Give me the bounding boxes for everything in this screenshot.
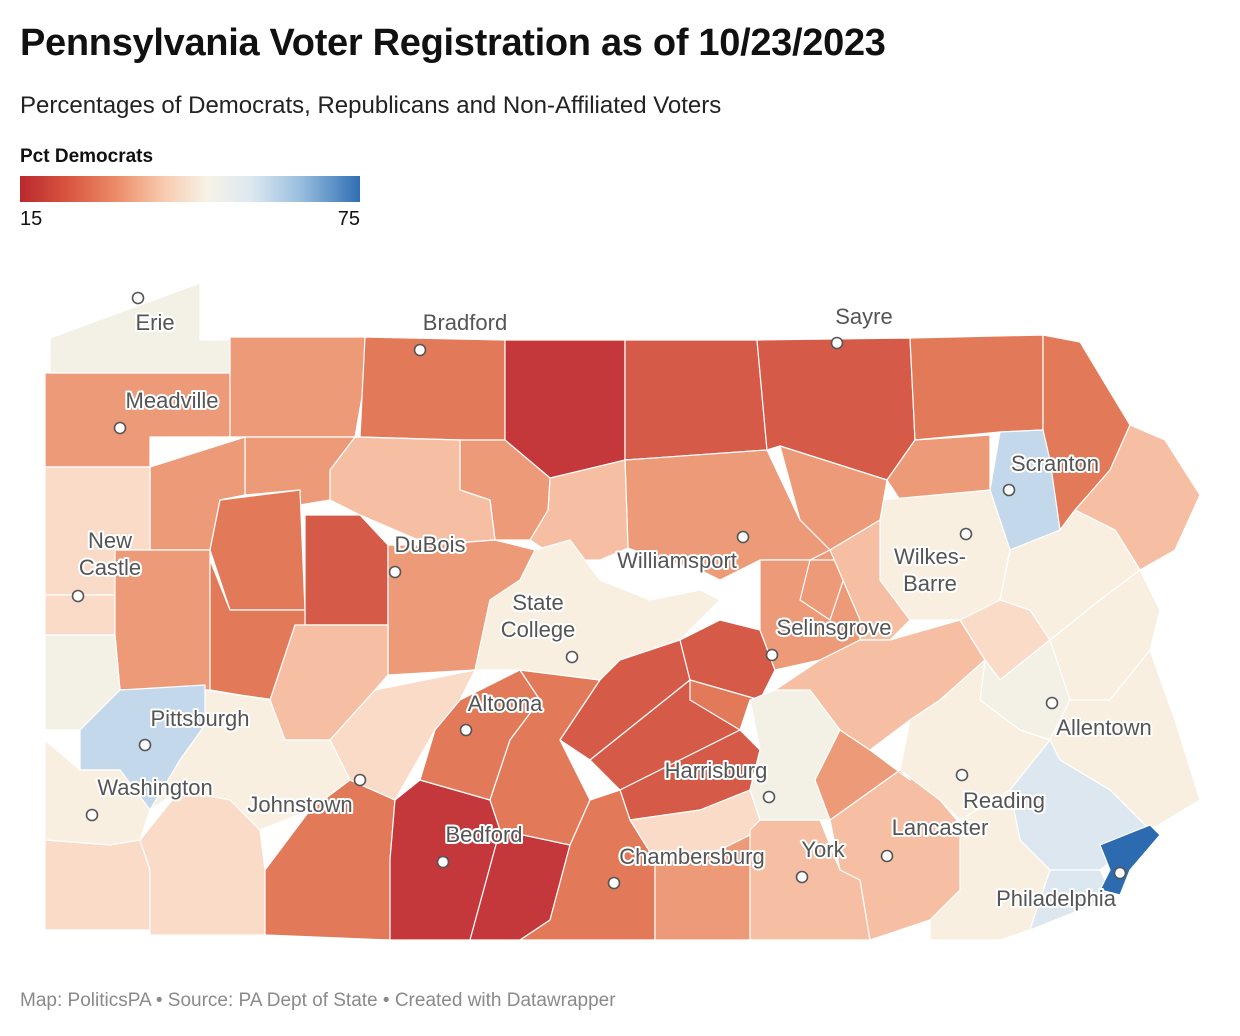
city-label-state-college: State College (501, 590, 576, 642)
columbia-county (829, 519, 911, 641)
county-layer (44, 282, 1201, 941)
legend-title: Pct Democrats (20, 146, 154, 167)
pennsylvania-county-map: Erie Meadville New Castle Pittsburgh Washingt… (44, 282, 1201, 941)
delaware-county (1029, 869, 1116, 931)
city-label-meadville: Meadville (126, 388, 219, 413)
city-marker-dubois (388, 565, 402, 579)
mckean-county (359, 336, 506, 441)
city-label-reading: Reading (963, 788, 1045, 813)
city-label-dubois: DuBois (395, 532, 466, 557)
city-marker-bedford (436, 855, 450, 869)
city-marker-washington (85, 808, 99, 822)
bradford-county (756, 337, 916, 481)
city-marker-new-castle (71, 589, 85, 603)
city-marker-york (795, 870, 809, 884)
map-subtitle: Percentages of Democrats, Republicans an… (20, 92, 722, 119)
tioga-county (624, 339, 768, 461)
susquehanna-county (909, 334, 1044, 441)
city-marker-johnstown (353, 773, 367, 787)
city-layer: Erie Meadville New Castle Pittsburgh Washingt… (71, 291, 1154, 913)
city-label-williamsport: Williamsport (617, 548, 737, 573)
city-label-selinsgrove: Selinsgrove (777, 615, 892, 640)
legend-max-label: 75 (337, 208, 360, 230)
source-footer: Map: PoliticsPA • Source: PA Dept of Sta… (20, 990, 616, 1011)
city-label-sayre: Sayre (835, 304, 892, 329)
city-label-harrisburg: Harrisburg (665, 758, 768, 783)
city-label-pittsburgh: Pittsburgh (150, 706, 249, 731)
cambria-county (329, 669, 476, 801)
city-marker-chambersburg (607, 876, 621, 890)
city-marker-bradford (413, 343, 427, 357)
city-label-washington: Washington (97, 775, 212, 800)
city-marker-erie (131, 291, 145, 305)
philadelphia-county (1099, 824, 1161, 896)
snyder-county (689, 679, 761, 731)
city-marker-selinsgrove (765, 648, 779, 662)
legend-min-label: 15 (20, 208, 43, 230)
city-label-philadelphia: Philadelphia (996, 886, 1117, 911)
city-marker-meadville (113, 421, 127, 435)
forest-county (244, 436, 356, 506)
city-marker-williamsport (736, 530, 750, 544)
city-marker-lancaster (880, 849, 894, 863)
city-label-erie: Erie (135, 310, 174, 335)
city-marker-state-college (565, 650, 579, 664)
city-label-allentown: Allentown (1056, 715, 1151, 740)
city-marker-allentown (1045, 696, 1059, 710)
city-marker-altoona (459, 723, 473, 737)
city-marker-pittsburgh (138, 738, 152, 752)
clarion-county (209, 489, 306, 611)
city-label-new-castle: New Castle (79, 528, 141, 580)
city-label-lancaster: Lancaster (892, 815, 989, 840)
city-label-scranton: Scranton (1011, 451, 1099, 476)
legend-gradient-bar (20, 176, 360, 202)
city-label-altoona: Altoona (468, 691, 543, 716)
city-marker-sayre (830, 336, 844, 350)
city-marker-harrisburg (762, 790, 776, 804)
city-label-chambersburg: Chambersburg (619, 844, 765, 869)
greene-county (44, 839, 151, 931)
warren-county (229, 336, 366, 438)
city-label-bradford: Bradford (423, 310, 507, 335)
color-legend: Pct Democrats 15 75 (20, 146, 360, 231)
map-title: Pennsylvania Voter Registration as of 10… (20, 22, 886, 64)
chester-county (929, 789, 1051, 941)
city-marker-reading (955, 768, 969, 782)
city-marker-wilkes-barre (959, 527, 973, 541)
city-label-johnstown: Johnstown (247, 792, 352, 817)
city-marker-scranton (1002, 483, 1016, 497)
city-label-bedford: Bedford (445, 822, 522, 847)
city-label-york: York (801, 837, 845, 862)
city-marker-philadelphia (1113, 866, 1127, 880)
city-label-wilkes-barre: Wilkes-Barre (894, 544, 966, 596)
jefferson-county (304, 514, 389, 626)
